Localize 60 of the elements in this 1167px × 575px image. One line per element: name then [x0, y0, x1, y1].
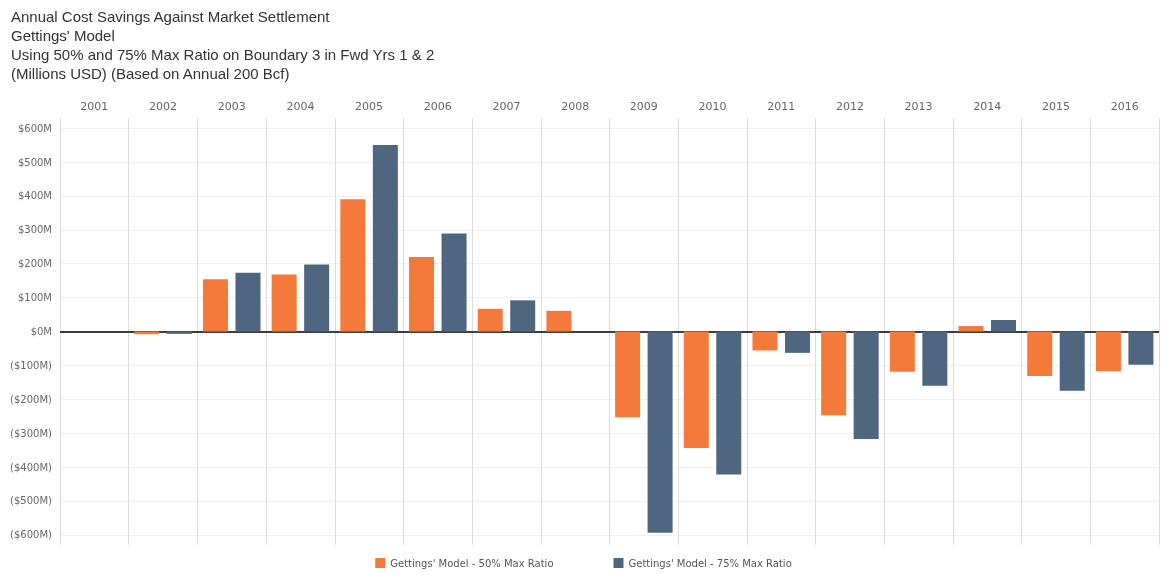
bar: [784, 331, 810, 353]
y-tick-label: ($300M): [10, 427, 53, 439]
x-tick-label: 2013: [904, 100, 933, 113]
y-tick-label: $0M: [30, 326, 52, 337]
bar: [510, 300, 536, 332]
x-tick-label: 2010: [698, 100, 727, 113]
chart-title: Annual Cost Savings Against Market Settlement: [11, 8, 331, 25]
bar: [716, 331, 742, 475]
bar: [615, 331, 641, 418]
y-tick-label: ($400M): [10, 461, 53, 473]
y-tick-label: $300M: [17, 224, 52, 236]
bar: [546, 310, 572, 332]
bar: [1059, 331, 1085, 391]
y-tick-label: ($600M): [10, 529, 53, 541]
bar: [235, 272, 261, 332]
bar: [271, 274, 297, 332]
bar: [372, 145, 398, 332]
bar: [821, 331, 847, 416]
x-tick-label: 2001: [80, 100, 109, 113]
x-tick-label: 2005: [355, 100, 384, 113]
bar: [853, 331, 879, 439]
bar: [409, 256, 435, 332]
bar: [922, 331, 948, 386]
x-tick-label: 2006: [423, 100, 452, 113]
bar: [304, 264, 330, 332]
legend-label: Gettings' Model - 75% Max Ratio: [628, 557, 792, 569]
y-tick-label: $500M: [17, 156, 52, 168]
x-tick-label: 2012: [835, 100, 864, 113]
x-tick-label: 2011: [767, 100, 796, 113]
y-tick-label: $200M: [17, 258, 52, 270]
chart-subtitle: Gettings' Model Using 50% and 75% Max Ratio on Boundary 3 in Fwd Yrs 1 & 2 (Millions USD) (Based on Annual 200 Bcf): [11, 27, 435, 82]
bar: [958, 326, 984, 332]
x-tick-label: 2003: [217, 100, 246, 113]
y-tick-label: ($100M): [10, 359, 53, 371]
bar: [441, 233, 467, 332]
bar: [477, 308, 503, 332]
y-tick-label: $400M: [17, 190, 52, 202]
bar: [202, 279, 228, 332]
bar: [991, 319, 1017, 332]
y-tick-label: $100M: [17, 292, 52, 304]
bar: [647, 331, 673, 533]
x-tick-label: 2007: [492, 100, 521, 113]
y-tick-label: ($200M): [10, 393, 53, 405]
bar: [1128, 331, 1154, 365]
bar: [889, 331, 915, 372]
x-tick-label: 2008: [561, 100, 590, 113]
x-tick-label: 2015: [1041, 100, 1070, 113]
y-tick-label: $600M: [17, 122, 52, 134]
x-tick-label: 2014: [973, 100, 1002, 113]
bar: [752, 331, 778, 351]
x-tick-label: 2002: [149, 100, 178, 113]
bar: [1095, 331, 1121, 372]
y-tick-label: ($500M): [10, 495, 53, 507]
x-tick-label: 2004: [286, 100, 315, 113]
legend-label: Gettings' Model - 50% Max Ratio: [390, 557, 554, 569]
bar: [683, 331, 709, 449]
x-tick-label: 2009: [629, 100, 658, 113]
bar: [1027, 331, 1053, 376]
bar: [340, 199, 366, 332]
x-tick-label: 2016: [1110, 100, 1139, 113]
